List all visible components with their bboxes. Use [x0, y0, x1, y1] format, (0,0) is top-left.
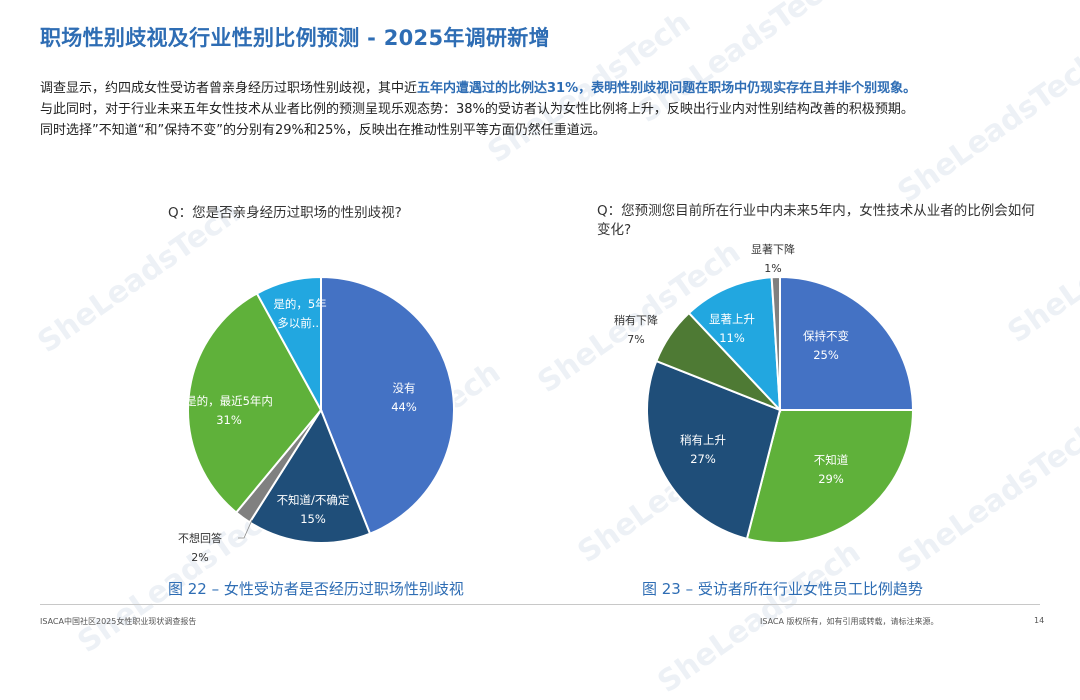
chart1-caption: 图 22 – 女性受访者是否经历过职场性别歧视: [168, 580, 464, 598]
pie-chart-1: 没有 44% 不知道/不确定 15% 不想回答 2% 是的，最近5年内 31% 是的，5年多以前…: [178, 275, 455, 564]
pie-slice-2-5: [687, 276, 782, 413]
chart2-question: Q：您预测您目前所在行业中内未来5年内，女性技术从业者的比例会如何变化?: [597, 203, 1035, 238]
pie-slice-1-5: [255, 275, 322, 411]
pie-slice-2-2: [745, 409, 915, 544]
chart2-caption: 图 23 – 受访者所在行业女性员工比例趋势: [642, 580, 923, 598]
pie-slice-1-1: [320, 275, 455, 535]
intro-paragraph: 调查显示，约四成女性受访者曾亲身经历过职场性别歧视，其中近五年内遭遇过的比例达3…: [40, 78, 1050, 141]
slice-label-1-2: 不知道/不确定 15%: [277, 493, 350, 526]
footer-divider: [40, 604, 1040, 605]
slice-label-1-3: 不想回答 2%: [178, 531, 222, 564]
slice-label-1-1: 没有 44%: [391, 381, 417, 414]
slice-label-1-4: 是的，最近5年内 31%: [185, 394, 273, 427]
footer-report-name: ISACA中国社区2025女性职业现状调查报告: [40, 617, 197, 626]
pie-charts: 没有 44% 不知道/不确定 15% 不想回答 2% 是的，最近5年内 31% 是的，5年多以前…: [178, 242, 915, 564]
intro-highlight: 五年内遭遇过的比例达31%，表明性别歧视问题在职场中仍现实存在且并非个别现象。: [417, 81, 917, 96]
intro-line-1-text: 调查显示，约四成女性受访者曾亲身经历过职场性别歧视，其中近: [40, 81, 418, 96]
intro-line-2: 与此同时，对于行业未来五年女性技术从业者比例的预测呈现乐观态势：38%的受访者认…: [40, 102, 914, 117]
footer-copyright: ISACA 版权所有，如有引用或转载，请标注来源。: [760, 617, 939, 626]
intro-line-1: 调查显示，约四成女性受访者曾亲身经历过职场性别歧视，其中近五年内遭遇过的比例达3…: [40, 78, 1050, 99]
page-number: 14: [1034, 616, 1045, 625]
slice-label-2-6: 显著下降 1%: [751, 242, 795, 275]
page-title: 职场性别歧视及行业性别比例预测 - 2025年调研新增: [40, 26, 550, 50]
slice-label-2-4: 稍有下降 7%: [614, 313, 658, 346]
pie-slice-2-1: [779, 275, 915, 411]
pie-slice-1-4: [187, 292, 323, 514]
slice-label-2-3: 稍有上升 27%: [680, 433, 726, 466]
slice-label-2-5: 显著上升 11%: [709, 312, 755, 345]
pie-slice-1-2: [248, 407, 372, 544]
intro-line-3: 同时选择”不知道“和”保持不变”的分别有29%和25%，反映出在推动性别平等方面…: [40, 123, 606, 138]
chart1-question: Q：您是否亲身经历过职场的性别歧视?: [168, 205, 402, 221]
pie-slice-2-3: [646, 359, 782, 541]
pie-chart-2: 保持不变 25% 不知道 29% 稍有上升 27% 稍有下降 7% 显著上升 11% 显著下降 1%: [614, 242, 915, 544]
slice-label-2-1: 保持不变 25%: [803, 329, 849, 362]
leader-line: [238, 519, 253, 539]
slice-label-2-2: 不知道 29%: [814, 453, 849, 486]
slice-label-1-5: 是的，5年多以前...: [273, 297, 326, 330]
pie-slice-2-6: [770, 275, 781, 411]
